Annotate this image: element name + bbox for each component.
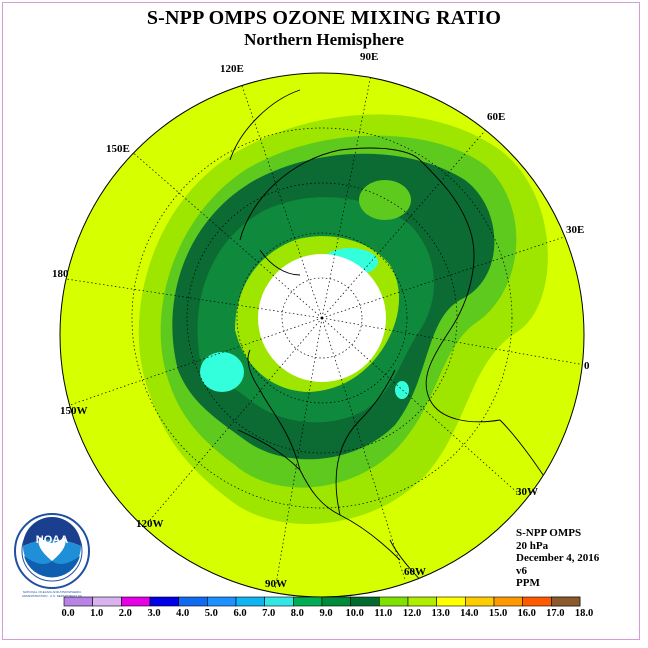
colorbar-tick-label: 7.0 xyxy=(262,608,276,619)
low-ozone-patch-siberia xyxy=(359,180,411,220)
colorbar-swatch xyxy=(350,596,380,607)
parallels xyxy=(131,127,513,509)
map-subtitle: Northern Hemisphere xyxy=(244,30,404,49)
meridians xyxy=(60,73,584,591)
colorbar-tick-label: 16.0 xyxy=(517,608,536,619)
colorbar-swatch xyxy=(63,596,93,607)
info-date: December 4, 2016 xyxy=(516,552,600,565)
image-frame xyxy=(2,2,640,640)
info-level: 20 hPa xyxy=(516,539,549,552)
noaa-logo-wordmark: NOAA xyxy=(35,534,69,546)
lon-label-60w: 60W xyxy=(404,566,426,578)
colorbar-tick-label: 12.0 xyxy=(402,608,422,619)
lon-label-90w: 90W xyxy=(265,578,287,590)
colorbar-swatch xyxy=(551,596,581,607)
colorbar-tick-label: 0.0 xyxy=(61,608,75,619)
colorbar-tick-label: 4.0 xyxy=(176,608,190,619)
lon-label-90e: 90E xyxy=(360,51,379,63)
colorbar-tick-label: 9.0 xyxy=(319,608,333,619)
lon-label-120w: 120W xyxy=(136,518,164,530)
colorbar-swatch xyxy=(436,596,466,607)
lon-label-30e: 30E xyxy=(566,224,585,236)
colorbar-tick-label: 17.0 xyxy=(546,608,565,619)
info-version: v6 xyxy=(516,564,527,577)
colorbar-swatch xyxy=(321,596,351,607)
colorbar-swatch xyxy=(293,596,323,607)
lon-label-30w: 30W xyxy=(516,486,538,498)
colorbar-swatch xyxy=(522,596,552,607)
lon-label-60e: 60E xyxy=(487,111,506,123)
colorbar-tick-label: 15.0 xyxy=(488,608,508,619)
colorbar-swatch xyxy=(178,596,208,607)
colorbar-tick-label: 13.0 xyxy=(431,608,450,619)
colorbar-swatch xyxy=(149,596,179,607)
colorbar-swatch xyxy=(465,596,495,607)
colorbar-tick-label: 6.0 xyxy=(233,608,247,619)
high-ozone-patch-west xyxy=(200,352,244,392)
colorbar-tick-label: 11.0 xyxy=(374,608,393,619)
high-ozone-patch-east xyxy=(395,381,409,399)
info-block: S-NPP OMPS 20 hPa December 4, 2016 v6 PP… xyxy=(516,527,599,590)
colorbar-swatch xyxy=(407,596,437,607)
lon-label-150e: 150E xyxy=(106,143,130,155)
colorbar-tick-label: 1.0 xyxy=(90,608,104,619)
coastlines xyxy=(229,89,561,597)
colorbar-tick-label: 5.0 xyxy=(204,608,218,619)
info-units: PPM xyxy=(516,577,540,590)
colorbar-swatch xyxy=(235,596,265,607)
colorbar-swatch xyxy=(379,596,409,607)
lon-label-0: 0 xyxy=(584,360,590,372)
colorbar-tick-label: 2.0 xyxy=(118,608,132,619)
colorbar-swatch xyxy=(121,596,151,607)
noaa-logo-ring-text: NATIONAL OCEANIC AND ATMOSPHERIC ADMINIS… xyxy=(21,590,83,598)
colorbar-swatch xyxy=(92,596,122,607)
colorbar-swatch xyxy=(207,596,237,607)
colorbar-tick-label: 8.0 xyxy=(290,608,304,619)
colorbar-swatch xyxy=(264,596,294,607)
map-title: S-NPP OMPS OZONE MIXING RATIO xyxy=(146,7,502,29)
colorbar-tick-label: 18.0 xyxy=(574,608,594,619)
noaa-logo xyxy=(14,513,90,589)
colorbar xyxy=(63,596,581,607)
lon-label-120e: 120E xyxy=(220,63,244,75)
colorbar-swatch xyxy=(493,596,523,607)
info-instrument: S-NPP OMPS xyxy=(516,527,582,539)
lon-label-180: 180 xyxy=(52,268,69,280)
colorbar-tick-label: 14.0 xyxy=(460,608,479,619)
lon-label-150w: 150W xyxy=(60,405,88,417)
colorbar-tick-label: 10.0 xyxy=(345,608,364,619)
colorbar-tick-label: 3.0 xyxy=(147,608,161,619)
